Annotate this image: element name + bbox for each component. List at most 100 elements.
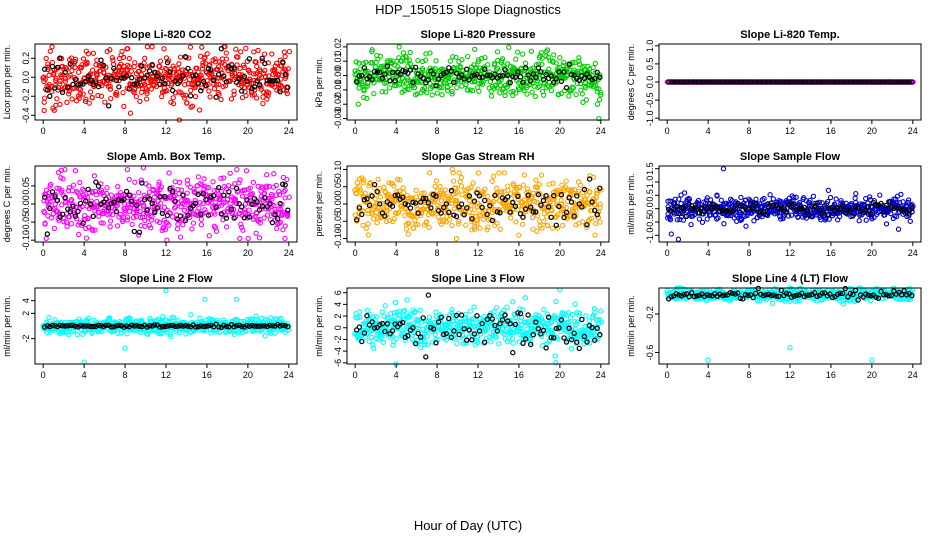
data-point (524, 82, 530, 88)
data-point (48, 181, 54, 188)
data-point (170, 100, 177, 107)
mean-point (492, 71, 498, 78)
mean-point (98, 57, 104, 63)
outlier-point (477, 225, 483, 231)
data-point (214, 66, 221, 72)
data-point (419, 65, 426, 72)
data-point (521, 172, 528, 178)
mean-point (366, 73, 373, 80)
mean-point (277, 88, 283, 95)
data-point (254, 63, 260, 70)
data-point (469, 88, 476, 94)
data-point (114, 202, 120, 208)
data-point (180, 67, 186, 73)
data-point (435, 214, 441, 220)
mean-point (525, 72, 531, 78)
data-point (598, 92, 604, 98)
data-point (488, 93, 495, 99)
data-point (210, 179, 216, 185)
mean-point (233, 79, 240, 86)
mean-point (412, 64, 419, 71)
mean-point (448, 68, 455, 74)
data-point (198, 216, 205, 223)
data-point (361, 86, 367, 93)
mean-point (597, 74, 603, 81)
data-point (400, 50, 407, 56)
data-point (207, 94, 213, 100)
data-point (767, 192, 773, 198)
data-point (199, 66, 206, 72)
data-point (57, 101, 63, 107)
mean-point (668, 79, 675, 85)
data-point (253, 230, 259, 236)
x-tick-label: 0 (665, 126, 670, 136)
mean-point (131, 81, 137, 87)
data-point (107, 86, 114, 92)
mean-point (482, 66, 488, 73)
data-point (464, 53, 471, 60)
data-point (371, 90, 377, 97)
data-point (285, 66, 291, 72)
data-point (232, 181, 238, 187)
mean-point (686, 79, 692, 85)
mean-point (714, 79, 721, 85)
data-point (231, 331, 237, 338)
data-point (120, 54, 127, 61)
data-point (131, 86, 138, 93)
mean-point (482, 197, 488, 204)
mean-point (806, 79, 813, 85)
data-point (513, 90, 519, 96)
data-point (363, 225, 369, 232)
mean-point (95, 83, 102, 90)
data-point (489, 178, 495, 184)
data-point (66, 214, 73, 220)
mean-point (822, 79, 828, 85)
data-point (90, 50, 97, 56)
y-tick-label: -0.2 (21, 88, 31, 104)
mean-point (875, 79, 882, 85)
x-tick-label: 20 (243, 126, 253, 136)
data-point (467, 87, 473, 93)
data-point (579, 91, 585, 97)
data-point (544, 47, 551, 53)
data-point (439, 84, 445, 91)
data-point (580, 99, 586, 106)
data-point (199, 85, 205, 91)
data-point (87, 89, 94, 95)
data-point (497, 226, 503, 232)
mean-point (162, 80, 168, 87)
x-tick-label: 12 (161, 248, 171, 258)
data-point (407, 49, 413, 56)
data-point (738, 194, 744, 201)
data-point (452, 65, 458, 72)
mean-point (464, 66, 470, 72)
mean-point (126, 86, 132, 92)
data-point (110, 212, 116, 218)
data-point (104, 185, 110, 191)
mean-point (484, 72, 490, 79)
data-point (557, 55, 563, 61)
mean-point (267, 77, 273, 84)
mean-point (794, 79, 800, 85)
data-point (493, 185, 500, 191)
data-point (404, 86, 410, 92)
mean-point (888, 79, 895, 85)
x-tick-label: 24 (596, 126, 606, 136)
data-point (444, 84, 451, 91)
mean-point (44, 231, 51, 237)
data-point (852, 195, 858, 201)
mean-point (387, 77, 393, 84)
data-point (126, 55, 132, 62)
data-point (42, 95, 48, 101)
data-point (156, 63, 162, 69)
mean-point (530, 71, 537, 77)
data-point (907, 218, 913, 224)
mean-point (678, 79, 685, 85)
data-point (281, 49, 287, 55)
mean-point (77, 81, 84, 87)
data-point (100, 220, 106, 226)
mean-point (827, 79, 833, 85)
mean-point (781, 79, 787, 85)
data-point (485, 193, 491, 200)
data-point (543, 214, 550, 220)
